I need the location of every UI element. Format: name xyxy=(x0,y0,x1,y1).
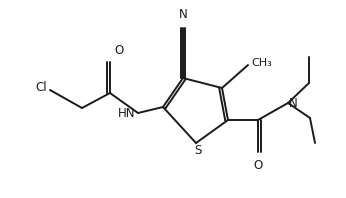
Text: CH₃: CH₃ xyxy=(251,58,272,68)
Text: O: O xyxy=(253,159,263,172)
Text: O: O xyxy=(114,44,123,57)
Text: N: N xyxy=(179,8,188,21)
Text: S: S xyxy=(194,145,202,157)
Text: HN: HN xyxy=(118,107,135,120)
Text: Cl: Cl xyxy=(35,81,47,93)
Text: N: N xyxy=(289,96,298,109)
